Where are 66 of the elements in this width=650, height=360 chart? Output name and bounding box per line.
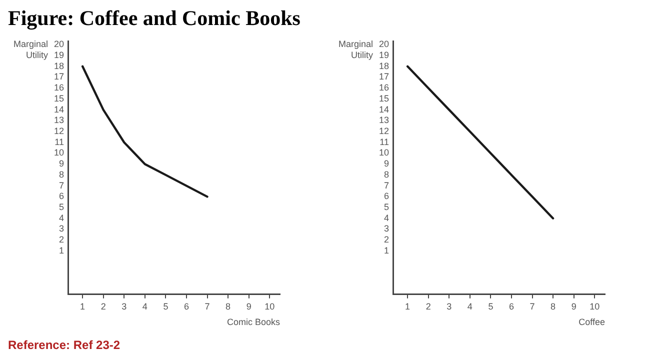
y-tick-label: 5 [384,202,390,212]
x-tick-label: 3 [446,301,452,312]
y-tick-label: 15 [378,93,390,104]
x-tick-label: 2 [426,301,431,312]
x-tick-label: 9 [571,301,576,312]
x-tick-label: 5 [488,301,494,312]
y-tick-label: 15 [54,93,64,104]
y-tick-label: 7 [384,180,390,190]
y-tick-label: 13 [378,115,390,126]
y-tick-label: 17 [54,72,64,82]
y-tick-label: 17 [378,72,390,82]
y-tick-label: 3 [58,224,64,234]
x-tick-label: 4 [142,301,148,312]
x-axis-title: Coffee [578,317,605,328]
chart-title: Figure: Coffee and Comic Books [8,6,300,31]
y-tick-label: 19 [54,50,64,60]
x-tick-label: 1 [80,301,86,312]
x-tick-label: 10 [264,301,275,312]
x-tick-label: 2 [100,301,106,312]
y-axis-title: Marginal Utility [338,39,374,60]
y-tick-label: 8 [384,169,390,180]
y-tick-label: 1 [384,245,390,256]
y-tick-label: 14 [54,104,64,114]
y-tick-label: 20 [54,39,64,50]
x-tick-label: 7 [204,301,210,312]
y-tick-label: 12 [54,126,64,136]
y-tick-label: 11 [380,136,390,147]
y-tick-label: 2 [384,234,390,245]
y-tick-label: 5 [58,202,64,212]
x-tick-label: 8 [226,301,231,312]
x-axis-title: Comic Books [226,317,280,328]
y-tick-label: 12 [378,126,390,136]
y-tick-label: 18 [378,60,390,71]
x-tick-label: 1 [405,301,410,312]
x-tick-label: 3 [122,301,127,312]
y-tick-label: 10 [54,148,64,158]
y-tick-label: 14 [378,104,390,114]
y-tick-label: 9 [58,158,64,169]
x-tick-label: 8 [550,301,556,312]
y-tick-label: 18 [54,60,64,71]
y-tick-label: 19 [378,50,390,60]
y-tick-label: 3 [384,224,390,234]
x-tick-label: 4 [467,301,472,312]
y-tick-label: 16 [378,82,390,93]
x-tick-label: 7 [530,301,535,312]
y-tick-label: 13 [54,115,64,126]
y-tick-label: 4 [58,212,64,223]
x-tick-label: 9 [246,301,252,312]
y-tick-label: 11 [54,136,64,147]
y-tick-label: 6 [58,191,64,202]
y-tick-label: 2 [58,234,64,245]
x-tick-label: 5 [163,301,168,312]
y-axis-title: Marginal Utility [13,39,48,60]
y-tick-label: 8 [58,169,64,180]
y-tick-label: 20 [378,39,390,50]
y-tick-label: 16 [54,82,64,93]
text: Reference: Ref 23-2 [8,338,120,352]
y-tick-label: 1 [58,245,64,256]
y-tick-label: 7 [58,180,64,190]
y-tick-label: 4 [384,212,390,223]
x-tick-label: 6 [184,301,189,312]
y-tick-label: 10 [378,148,390,158]
x-tick-label: 10 [590,301,600,312]
y-tick-label: 9 [384,158,390,169]
y-tick-label: 6 [384,191,390,202]
x-tick-label: 6 [508,301,514,312]
